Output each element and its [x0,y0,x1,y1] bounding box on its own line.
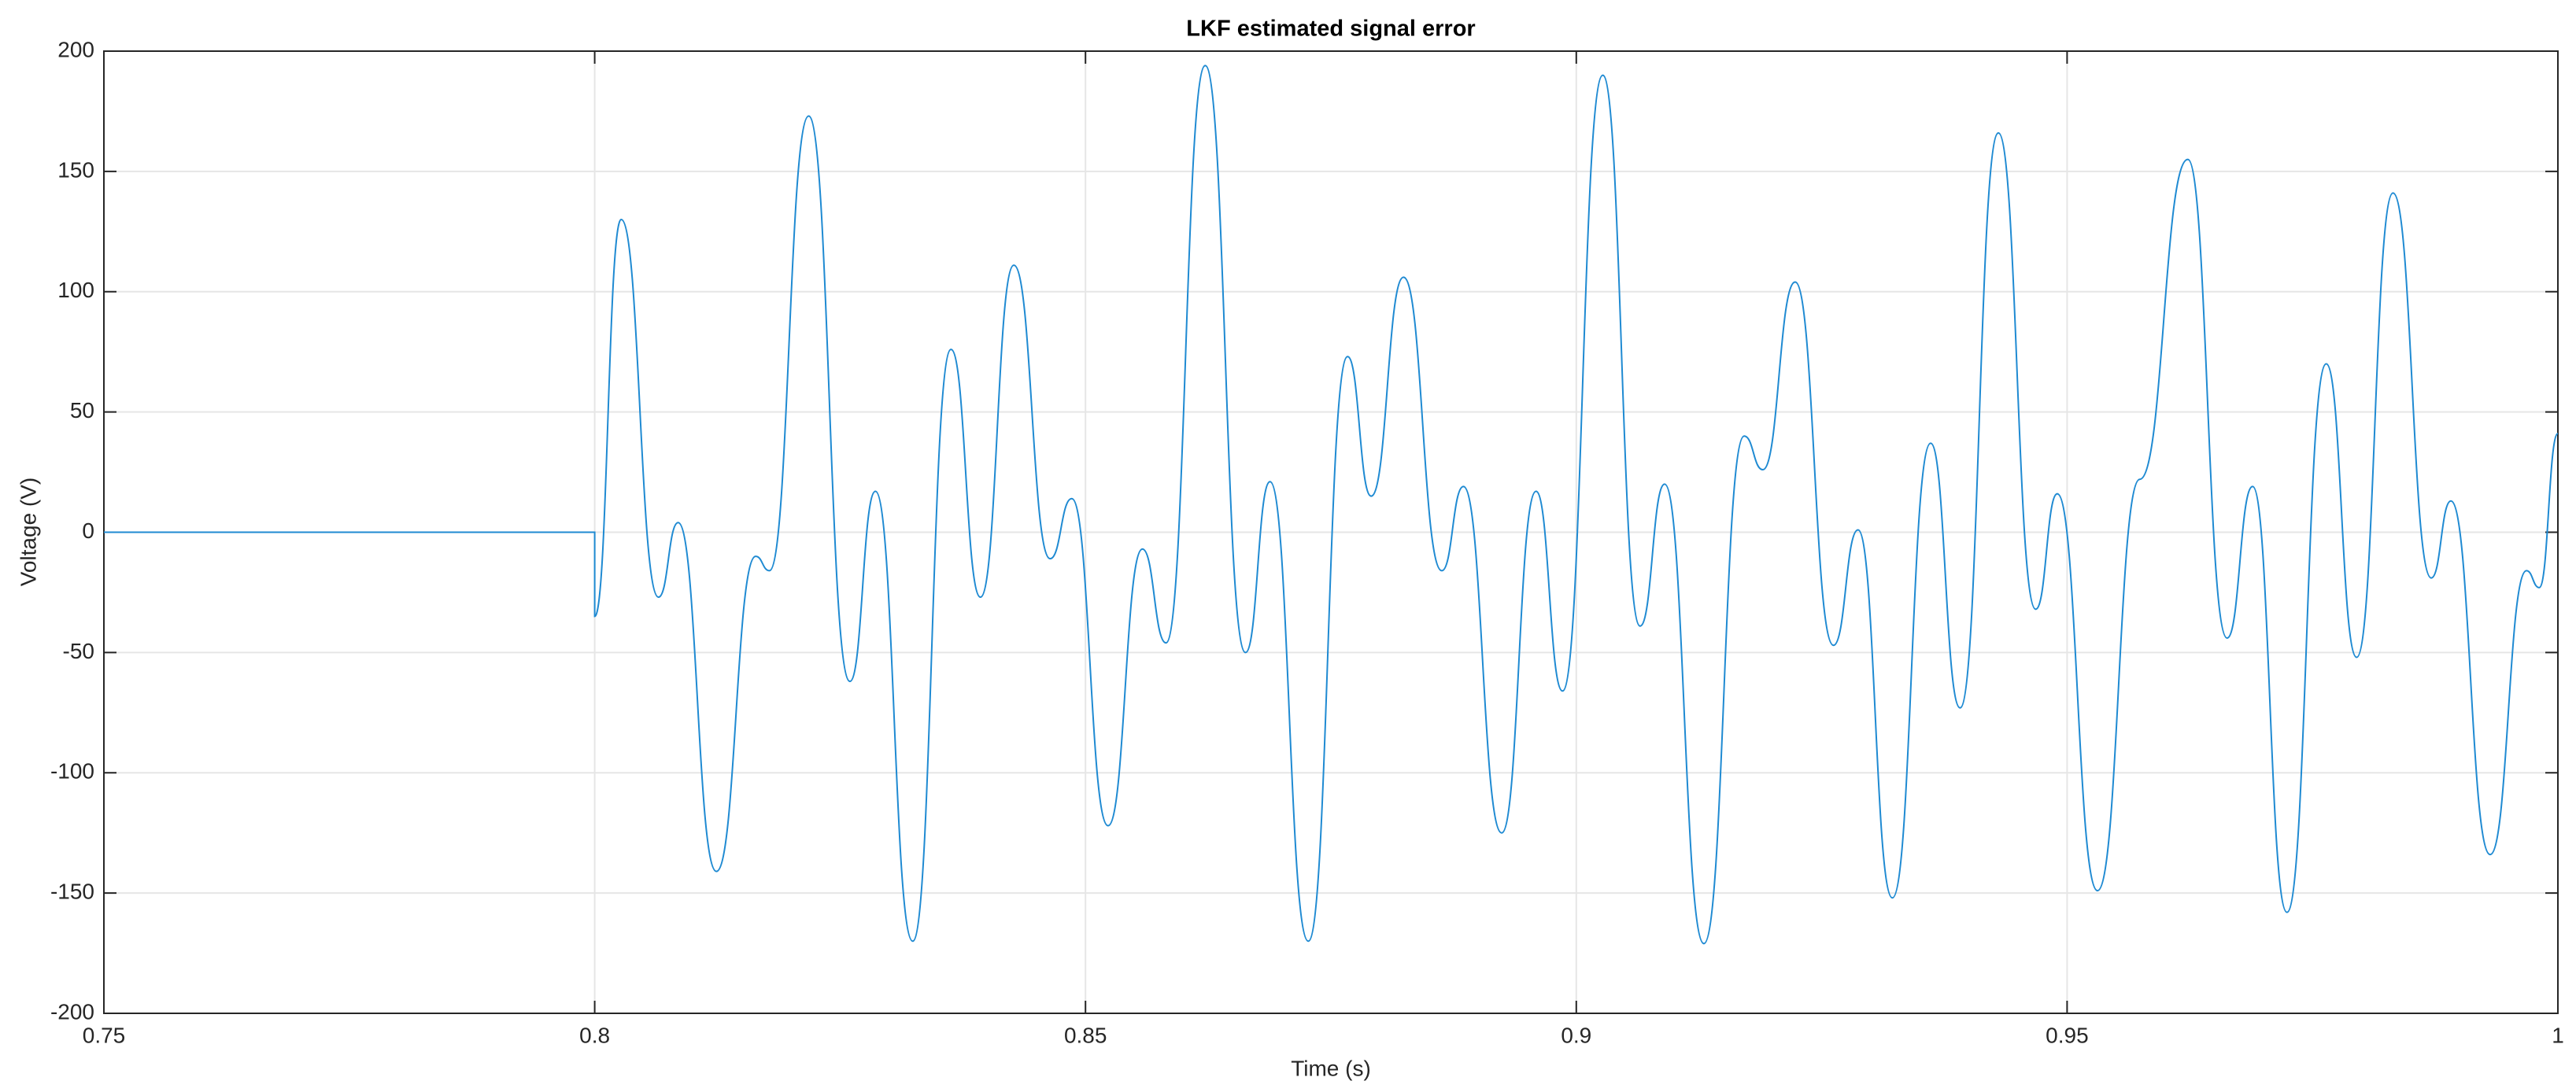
x-tick-label: 0.75 [83,1023,126,1047]
y-tick-label: 100 [57,278,94,302]
chart-title: LKF estimated signal error [1186,17,1475,42]
y-tick-label: -150 [50,880,94,904]
x-axis-label: Time (s) [1291,1056,1371,1080]
y-tick-label: -100 [50,759,94,784]
x-tick-label: 1 [2552,1023,2564,1047]
y-axis-label: Voltage (V) [16,478,40,587]
y-tick-label: -50 [63,639,94,663]
signal-line [103,65,2559,945]
x-tick-label: 0.95 [2046,1023,2089,1047]
y-tick-label: 0 [82,518,94,543]
y-tick-label: 50 [70,398,94,422]
x-tick-label: 0.9 [1561,1023,1591,1047]
x-tick-label: 0.85 [1064,1023,1107,1047]
y-tick-label: 150 [57,157,94,182]
y-tick-label: 200 [57,37,94,61]
x-tick-label: 0.8 [579,1023,610,1047]
y-tick-label: -200 [50,999,94,1024]
